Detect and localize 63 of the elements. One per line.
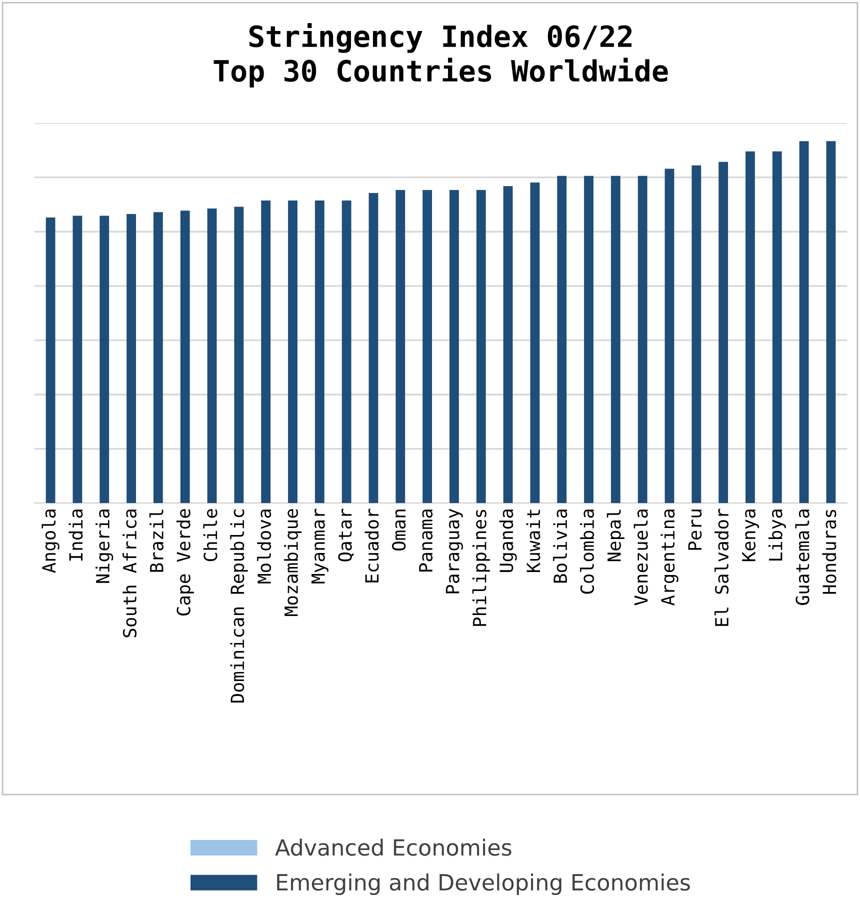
legend-label: Emerging and Developing Economies [277,874,690,896]
bar [207,208,217,504]
bar [46,218,56,504]
bar [476,190,486,504]
x-tick-label: Moldova [257,510,272,584]
x-tick-label: El Salvador [714,508,729,626]
bar [234,206,244,504]
x-tick-label: Honduras [822,510,836,594]
x-tick-label: Uganda [499,510,517,572]
bar [368,192,378,504]
x-tick-label: South Africa [122,510,137,638]
x-tick-label: Paraguay [446,508,463,594]
bar [530,182,540,504]
bar [314,200,324,504]
bar [126,214,136,504]
x-tick-label: Panama [419,510,433,572]
bar [557,176,567,504]
x-tick-label: Mozambique [284,509,302,616]
x-tick-label: Venezuela [634,510,648,606]
x-tick-label: Myanmar [312,508,328,584]
bar [153,212,163,504]
x-tick-label: Philippines [472,510,490,626]
x-tick-label: Angola [42,510,60,573]
x-tick-label: Qatar [338,508,354,562]
x-tick-label: Colombia [580,510,594,594]
bar [100,216,110,504]
bar [180,210,190,504]
bar [799,141,809,504]
x-tick-label: Kenya [742,510,760,562]
x-tick-label: India [68,510,83,561]
x-tick-label: Argentina [660,510,678,606]
x-tick-label: Guatemala [795,510,810,605]
legend-label: Advanced Economies [275,838,512,856]
bar [396,190,406,504]
chart-title: Stringency Index 06/22 Top 30 Countries Worldwide [214,23,668,88]
bar [638,176,648,504]
x-tick-label: Libya [768,510,786,560]
x-tick-label: Chile [203,509,218,562]
bar [422,190,432,504]
bar [503,186,513,504]
bar [772,151,782,504]
x-tick-label: Ecuador [364,508,379,582]
x-tick-label: Oman [392,510,406,550]
x-tick-label: Cape Verde [176,509,194,616]
bar [342,200,352,504]
bar [72,216,82,504]
bar [584,176,594,504]
bar [826,141,836,504]
bar [261,200,271,504]
x-tick-label: Bolivia [553,510,568,583]
x-tick-label: Dominican Republic [230,510,248,702]
x-tick-label: Brazil [149,510,164,572]
x-tick-label: Nigeria [96,510,114,583]
bar [746,151,755,504]
bar [288,200,298,504]
bar [664,168,674,504]
bar [610,176,620,504]
bar [692,165,702,504]
bar [449,190,459,504]
x-tick-label: Peru [688,510,702,550]
x-tick-label: Nepal [606,510,624,562]
bar [718,162,728,504]
x-tick-label: Kuwait [526,510,540,572]
